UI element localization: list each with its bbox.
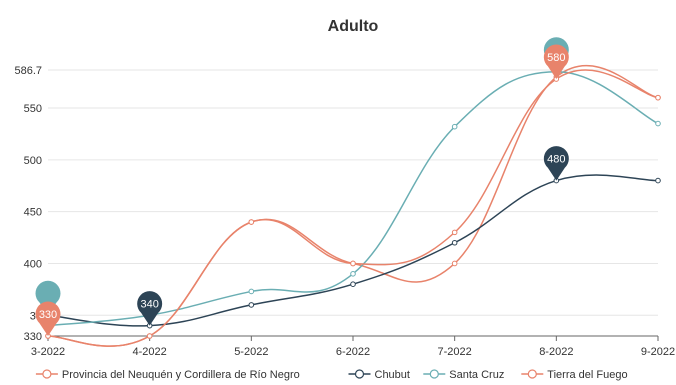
y-tick-label: 550 <box>24 103 42 115</box>
data-point <box>350 271 356 277</box>
y-tick-label: 586.7 <box>14 65 42 77</box>
legend-item-0[interactable]: Provincia del Neuquén y Cordillera de Rí… <box>35 369 300 381</box>
data-point <box>350 281 356 287</box>
series-line-2 <box>47 71 659 327</box>
y-tick-label: 500 <box>24 155 42 167</box>
value-marker-pin <box>137 291 163 326</box>
legend-label: Tierra del Fuego <box>547 369 627 381</box>
value-marker-pin <box>543 146 569 181</box>
series-points <box>45 68 661 339</box>
x-tick-label: 5-2022 <box>234 346 268 358</box>
y-tick-label: 400 <box>24 258 42 270</box>
legend[interactable]: Provincia del Neuquén y Cordillera de Rí… <box>35 369 628 381</box>
y-tick-label: 330 <box>24 331 42 343</box>
legend-item-1[interactable]: Chubut <box>348 369 410 381</box>
data-point <box>248 288 255 295</box>
grid-layer <box>48 69 658 337</box>
value-marker-pin <box>35 280 61 316</box>
data-point <box>146 333 153 339</box>
legend-circle-icon <box>527 369 537 379</box>
value-marker-pin <box>543 44 569 80</box>
data-point <box>248 302 255 308</box>
y-tick-label: 450 <box>24 207 42 219</box>
data-point <box>248 219 255 225</box>
data-point <box>350 260 356 267</box>
data-point <box>451 229 458 236</box>
value-marker-label: 580 <box>547 52 565 64</box>
legend-item-3[interactable]: Tierra del Fuego <box>521 369 628 381</box>
data-point <box>655 120 661 127</box>
legend-circle-icon <box>42 369 52 379</box>
x-tick-label: 9-2022 <box>641 346 675 358</box>
legend-circle-icon <box>429 369 439 379</box>
x-tick-label: 8-2022 <box>539 346 573 358</box>
data-point <box>655 177 661 184</box>
legend-label: Santa Cruz <box>449 369 504 381</box>
legend-circle-icon <box>354 369 365 379</box>
data-point <box>451 239 458 246</box>
data-point <box>451 260 458 267</box>
x-tick-label: 3-2022 <box>31 346 65 358</box>
value-marker-label: 340 <box>140 299 158 311</box>
value-marker-label: 330 <box>39 309 57 321</box>
data-point <box>451 123 458 130</box>
legend-label: Chubut <box>375 369 410 381</box>
x-tick-label: 4-2022 <box>133 346 167 358</box>
value-markers: 330 340 480 580 <box>35 37 569 336</box>
value-marker-pin <box>35 301 61 336</box>
value-marker-label: 480 <box>547 154 565 166</box>
legend-label: Provincia del Neuquén y Cordillera de Rí… <box>62 369 300 381</box>
data-point <box>655 94 661 101</box>
chart-title: Adulto <box>328 18 379 35</box>
axis-layer: 33035400450500550586.73-20224-20225-2022… <box>14 65 675 358</box>
x-tick-label: 7-2022 <box>438 346 472 358</box>
x-tick-label: 6-2022 <box>336 346 370 358</box>
legend-item-2[interactable]: Santa Cruz <box>423 369 504 381</box>
